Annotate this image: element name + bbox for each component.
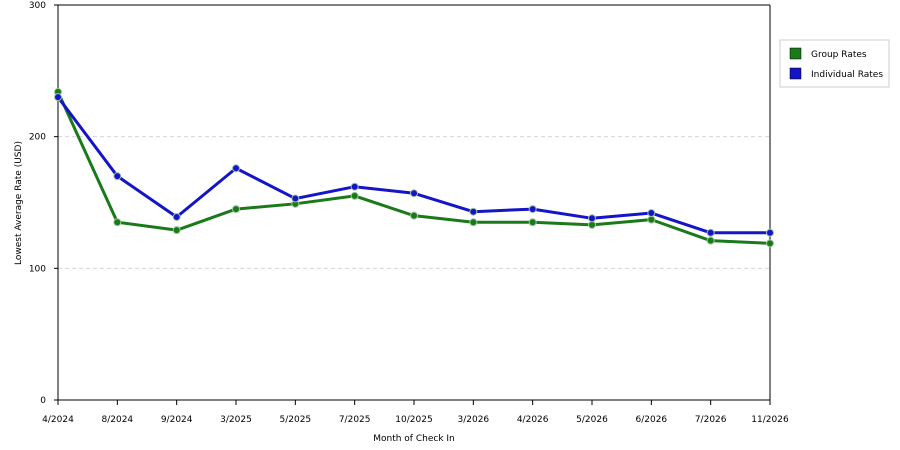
legend-label: Individual Rates xyxy=(811,70,883,80)
data-point xyxy=(588,220,596,229)
data-point xyxy=(469,207,478,216)
legend: Group Rates Individual Rates xyxy=(779,39,890,88)
x-tick-label: 4/2026 xyxy=(517,415,549,425)
x-tick-label: 8/2024 xyxy=(101,415,133,425)
series xyxy=(54,87,774,248)
x-tick-label: 3/2026 xyxy=(457,415,489,425)
y-axis-title: Lowest Average Rate (USD) xyxy=(14,141,24,265)
x-tick-label: 7/2026 xyxy=(695,415,727,425)
data-point xyxy=(647,209,656,218)
data-point xyxy=(410,189,418,198)
x-axis-title: Month of Check In xyxy=(373,434,455,444)
data-point xyxy=(410,211,418,220)
legend-swatch xyxy=(789,67,802,80)
x-tick-label: 10/2025 xyxy=(395,415,432,425)
data-point xyxy=(113,172,122,181)
axes xyxy=(54,4,771,405)
data-point xyxy=(706,228,715,237)
x-tick-label: 6/2026 xyxy=(635,415,667,425)
x-tick-label: 11/2026 xyxy=(751,415,789,425)
data-point xyxy=(113,218,122,227)
x-tick-label: 4/2024 xyxy=(42,415,74,425)
x-tick-label: 5/2026 xyxy=(576,415,608,425)
data-point xyxy=(588,214,596,223)
legend-swatch xyxy=(789,47,802,60)
data-point xyxy=(54,93,62,102)
data-point xyxy=(528,205,537,214)
y-tick-label: 300 xyxy=(29,1,46,11)
data-point xyxy=(469,218,478,227)
data-point xyxy=(232,205,240,214)
y-tick-label: 0 xyxy=(40,396,46,406)
legend-label: Group Rates xyxy=(811,50,867,60)
y-tick-label: 100 xyxy=(29,264,46,274)
data-point xyxy=(350,182,359,191)
x-tick-label: 9/2024 xyxy=(161,415,193,425)
data-point xyxy=(647,215,656,224)
data-point xyxy=(172,212,181,221)
axis-labels: 0 100 200 300 4/2024 8/2024 9/2024 3/2025 5/2025… xyxy=(29,1,789,425)
x-tick-label: 5/2025 xyxy=(279,415,311,425)
data-point xyxy=(766,228,774,237)
x-tick-label: 3/2025 xyxy=(220,415,252,425)
data-point xyxy=(291,194,300,203)
data-point xyxy=(528,218,537,227)
data-point xyxy=(766,239,774,248)
data-point xyxy=(172,226,181,235)
data-point xyxy=(232,164,240,173)
y-tick-label: 200 xyxy=(29,133,46,143)
data-point xyxy=(350,191,359,200)
data-point xyxy=(706,236,715,245)
x-tick-label: 7/2025 xyxy=(339,415,371,425)
